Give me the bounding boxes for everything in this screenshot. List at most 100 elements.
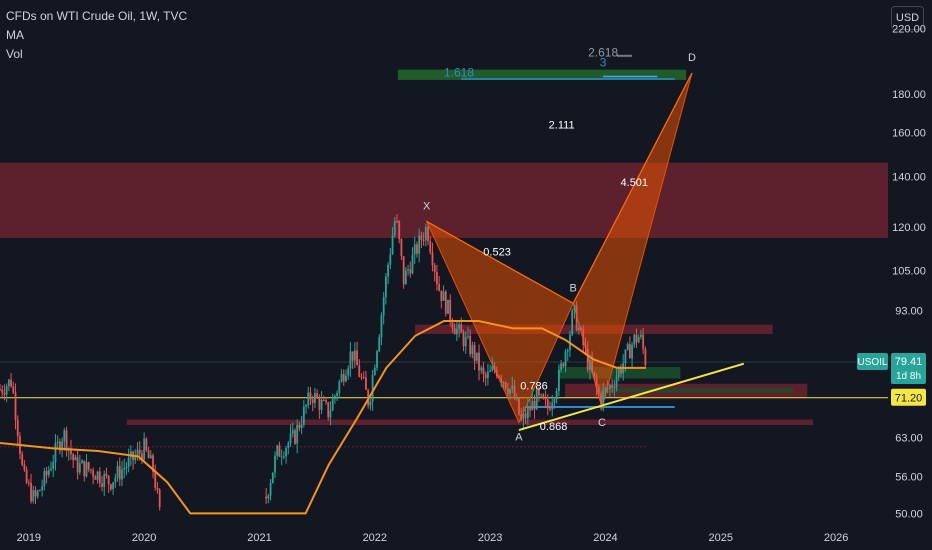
candle-body bbox=[298, 425, 301, 429]
pattern-point-x: X bbox=[423, 200, 431, 212]
candle-body bbox=[282, 456, 285, 458]
candle-body bbox=[522, 413, 525, 420]
y-tick-label[interactable]: 50.00 bbox=[895, 508, 923, 520]
symbol-title[interactable]: CFDs on WTI Crude Oil, 1W, TVC bbox=[6, 9, 188, 23]
pattern-point-a: A bbox=[515, 432, 523, 444]
candle-body bbox=[351, 351, 354, 361]
candle-body bbox=[584, 345, 587, 349]
candle-body bbox=[43, 471, 46, 487]
candle-body bbox=[276, 445, 279, 456]
indicator-vol-label[interactable]: Vol bbox=[6, 47, 23, 61]
x-tick-label[interactable]: 2023 bbox=[478, 532, 502, 544]
candle-body bbox=[495, 369, 498, 377]
candle-body bbox=[353, 350, 356, 361]
candle-body bbox=[491, 366, 494, 371]
candle-body bbox=[12, 386, 15, 393]
candle-body bbox=[449, 299, 452, 321]
candle-body bbox=[540, 394, 543, 396]
candle-body bbox=[577, 327, 580, 331]
candle-body bbox=[311, 399, 314, 403]
candle-body bbox=[287, 443, 290, 449]
candle-body bbox=[617, 368, 620, 377]
x-tick-label[interactable]: 2019 bbox=[17, 532, 41, 544]
candle-body bbox=[85, 462, 88, 477]
candle-body bbox=[27, 482, 30, 484]
candle-body bbox=[382, 297, 385, 316]
x-tick-label[interactable]: 2025 bbox=[709, 532, 733, 544]
pattern-point-d: D bbox=[688, 52, 696, 64]
candle-body bbox=[597, 387, 600, 395]
candle-body bbox=[125, 466, 128, 469]
x-tick-label[interactable]: 2020 bbox=[132, 532, 156, 544]
candle-body bbox=[624, 349, 627, 364]
x-axis[interactable]: 2019 2020 2021 2022 2023 2024 2025 2026 bbox=[17, 532, 849, 544]
y-axis[interactable]: 220.00 180.00 160.00 140.00 120.00 105.00 93.0… bbox=[892, 23, 926, 520]
candle-body bbox=[433, 265, 436, 272]
candle-body bbox=[158, 489, 161, 508]
candle-body bbox=[407, 269, 409, 271]
candle-body bbox=[524, 413, 527, 419]
x-tick-label[interactable]: 2021 bbox=[247, 532, 271, 544]
y-tick-label[interactable]: 220.00 bbox=[892, 23, 926, 35]
candle-body bbox=[296, 425, 299, 444]
candle-body bbox=[611, 385, 614, 388]
candle-body bbox=[134, 455, 137, 460]
candle-body bbox=[451, 320, 454, 329]
candle-body bbox=[365, 377, 367, 390]
x-tick-label[interactable]: 2026 bbox=[824, 532, 848, 544]
y-tick-label[interactable]: 180.00 bbox=[892, 89, 926, 101]
candle-body bbox=[289, 433, 292, 444]
candle-body bbox=[141, 453, 143, 460]
candle-body bbox=[500, 377, 503, 383]
currency-button[interactable]: USD bbox=[891, 6, 924, 30]
y-tick-label[interactable]: 140.00 bbox=[892, 171, 926, 183]
candle-body bbox=[338, 381, 341, 393]
fib-target-label-0: 1.618 bbox=[444, 65, 474, 79]
candle-body bbox=[413, 244, 416, 255]
candle-body bbox=[61, 441, 63, 451]
candle-body bbox=[54, 442, 57, 463]
candle-body bbox=[333, 395, 336, 400]
candle-body bbox=[47, 470, 50, 476]
candle-body bbox=[424, 226, 427, 241]
candle-body bbox=[121, 469, 123, 480]
candle-body bbox=[340, 374, 343, 382]
candle-body bbox=[74, 457, 77, 461]
candle-body bbox=[416, 244, 418, 254]
y-tick-label[interactable]: 120.00 bbox=[892, 222, 926, 234]
y-tick-label[interactable]: 93.00 bbox=[895, 305, 923, 317]
candle-body bbox=[63, 430, 66, 442]
candle-body bbox=[294, 430, 296, 444]
candle-body bbox=[36, 490, 39, 497]
candle-body bbox=[90, 469, 92, 471]
trendline-layer bbox=[518, 362, 745, 432]
candle-body bbox=[637, 337, 640, 343]
candle-body bbox=[45, 471, 48, 476]
candle-body bbox=[427, 226, 429, 242]
y-tick-label[interactable]: 105.00 bbox=[892, 266, 926, 278]
y-tick-label[interactable]: 63.00 bbox=[895, 433, 923, 445]
level-price-label: 71.20 bbox=[895, 393, 923, 405]
bar-countdown-label: 1d 8h bbox=[896, 371, 921, 382]
candle-body bbox=[493, 366, 496, 370]
candle-body bbox=[586, 348, 589, 370]
candle-body bbox=[633, 334, 636, 345]
support-trendline bbox=[518, 362, 745, 432]
candle-body bbox=[642, 334, 645, 349]
candle-body bbox=[475, 352, 478, 361]
candle-body bbox=[271, 472, 274, 484]
support-zone-5 bbox=[599, 388, 794, 393]
candle-body bbox=[5, 386, 8, 395]
pattern-ratio-1: 0.786 bbox=[520, 381, 548, 393]
y-tick-label[interactable]: 160.00 bbox=[892, 128, 926, 140]
candle-body bbox=[387, 264, 390, 277]
candle-body bbox=[455, 328, 458, 335]
candle-body bbox=[0, 389, 1, 391]
indicator-ma-label[interactable]: MA bbox=[6, 28, 24, 42]
y-tick-label[interactable]: 56.00 bbox=[895, 471, 923, 483]
candle-body bbox=[342, 374, 345, 382]
x-tick-label[interactable]: 2024 bbox=[593, 532, 617, 544]
candle-body bbox=[145, 438, 148, 451]
x-tick-label[interactable]: 2022 bbox=[363, 532, 387, 544]
